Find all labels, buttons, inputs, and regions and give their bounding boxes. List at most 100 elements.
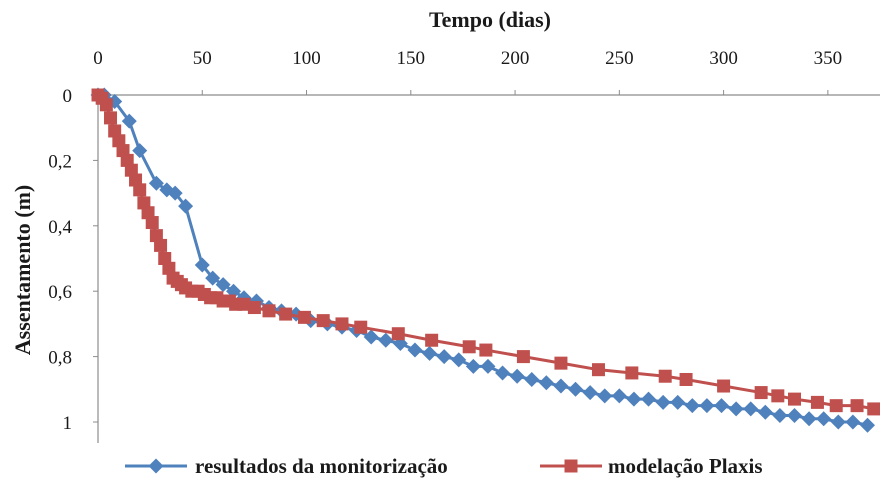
x-tick-label: 0 [93,48,103,69]
legend-item: resultados da monitorização [125,454,448,478]
data-point [582,385,598,401]
legend-marker [564,459,578,473]
data-point [120,153,134,167]
data-point [597,388,613,404]
data-point [279,307,293,321]
data-point [625,366,639,380]
data-point [124,163,138,177]
data-point [658,369,672,383]
data-point [771,389,785,403]
x-tick-label: 100 [292,48,321,69]
data-point [316,314,330,328]
data-point [162,261,176,275]
data-point [717,379,731,393]
data-point [407,342,423,358]
data-point [859,417,875,433]
data-point [845,414,861,430]
data-point [553,378,569,394]
x-tick-label: 150 [397,48,426,69]
y-tick-label: 0 [63,86,73,107]
data-point [129,173,143,187]
data-point [554,356,568,370]
legend: resultados da monitorização modelação Pla… [125,454,763,478]
axes-layer: Tempo (dias) Assentamento (m) 0 50 100 150 200… [10,7,880,443]
series-monitorizacao [90,87,875,433]
data-point [262,304,276,318]
data-point [816,411,832,427]
data-point [391,327,405,341]
data-point [787,407,803,423]
data-point [378,332,394,348]
data-point [99,98,113,112]
data-point [480,358,496,374]
data-point [116,144,130,158]
data-point [788,392,802,406]
data-point [205,270,221,286]
x-tick-label: 200 [501,48,530,69]
data-point [679,372,693,386]
data-point [524,371,540,387]
data-point [538,375,554,391]
data-point [850,399,864,413]
data-point [495,365,511,381]
data-point [591,363,605,377]
data-point [743,401,759,417]
data-point [237,297,251,311]
y-tick-label: 0,8 [48,348,72,369]
data-point [867,402,880,416]
data-point [465,358,481,374]
data-point [133,183,147,197]
data-point [611,388,627,404]
data-point [104,111,118,125]
y-tick-label: 0,2 [48,151,72,172]
data-point [728,401,744,417]
data-point [462,340,476,354]
data-point [167,185,183,201]
data-point [757,404,773,420]
data-point [829,399,843,413]
x-tick-label: 300 [709,48,738,69]
data-point [178,198,194,214]
data-point [335,317,349,331]
data-point [137,196,151,210]
data-point [145,216,159,230]
data-point [436,349,452,365]
data-point [363,329,379,345]
data-point [112,134,126,148]
data-point [684,398,700,414]
data-point [154,238,168,252]
data-point [148,175,164,191]
data-point [141,206,155,220]
data-point [568,381,584,397]
data-point [516,350,530,364]
data-point [108,124,122,138]
data-point [801,411,817,427]
data-point [479,343,493,357]
series-line [98,93,868,427]
data-point [425,333,439,347]
data-point [772,407,788,423]
data-point [451,352,467,368]
y-tick-label: 0,6 [48,282,72,303]
data-point [194,257,210,273]
legend-label: resultados da monitorização [195,454,448,478]
data-point [247,301,261,315]
data-point [699,398,715,414]
x-tick-label: 250 [605,48,634,69]
data-point [132,143,148,159]
data-point [641,391,657,407]
data-point [149,229,163,243]
legend-item: modelação Plaxis [540,454,763,478]
data-point [670,394,686,410]
y-tick-label: 0,4 [48,217,72,238]
data-point [830,414,846,430]
legend-marker [148,458,164,474]
data-point [754,386,768,400]
x-axis-title: Tempo (dias) [429,7,551,32]
data-point [810,395,824,409]
legend-label: modelação Plaxis [608,454,763,478]
y-axis-title: Assentamento (m) [10,185,35,355]
series-layer [90,87,880,433]
data-point [655,394,671,410]
